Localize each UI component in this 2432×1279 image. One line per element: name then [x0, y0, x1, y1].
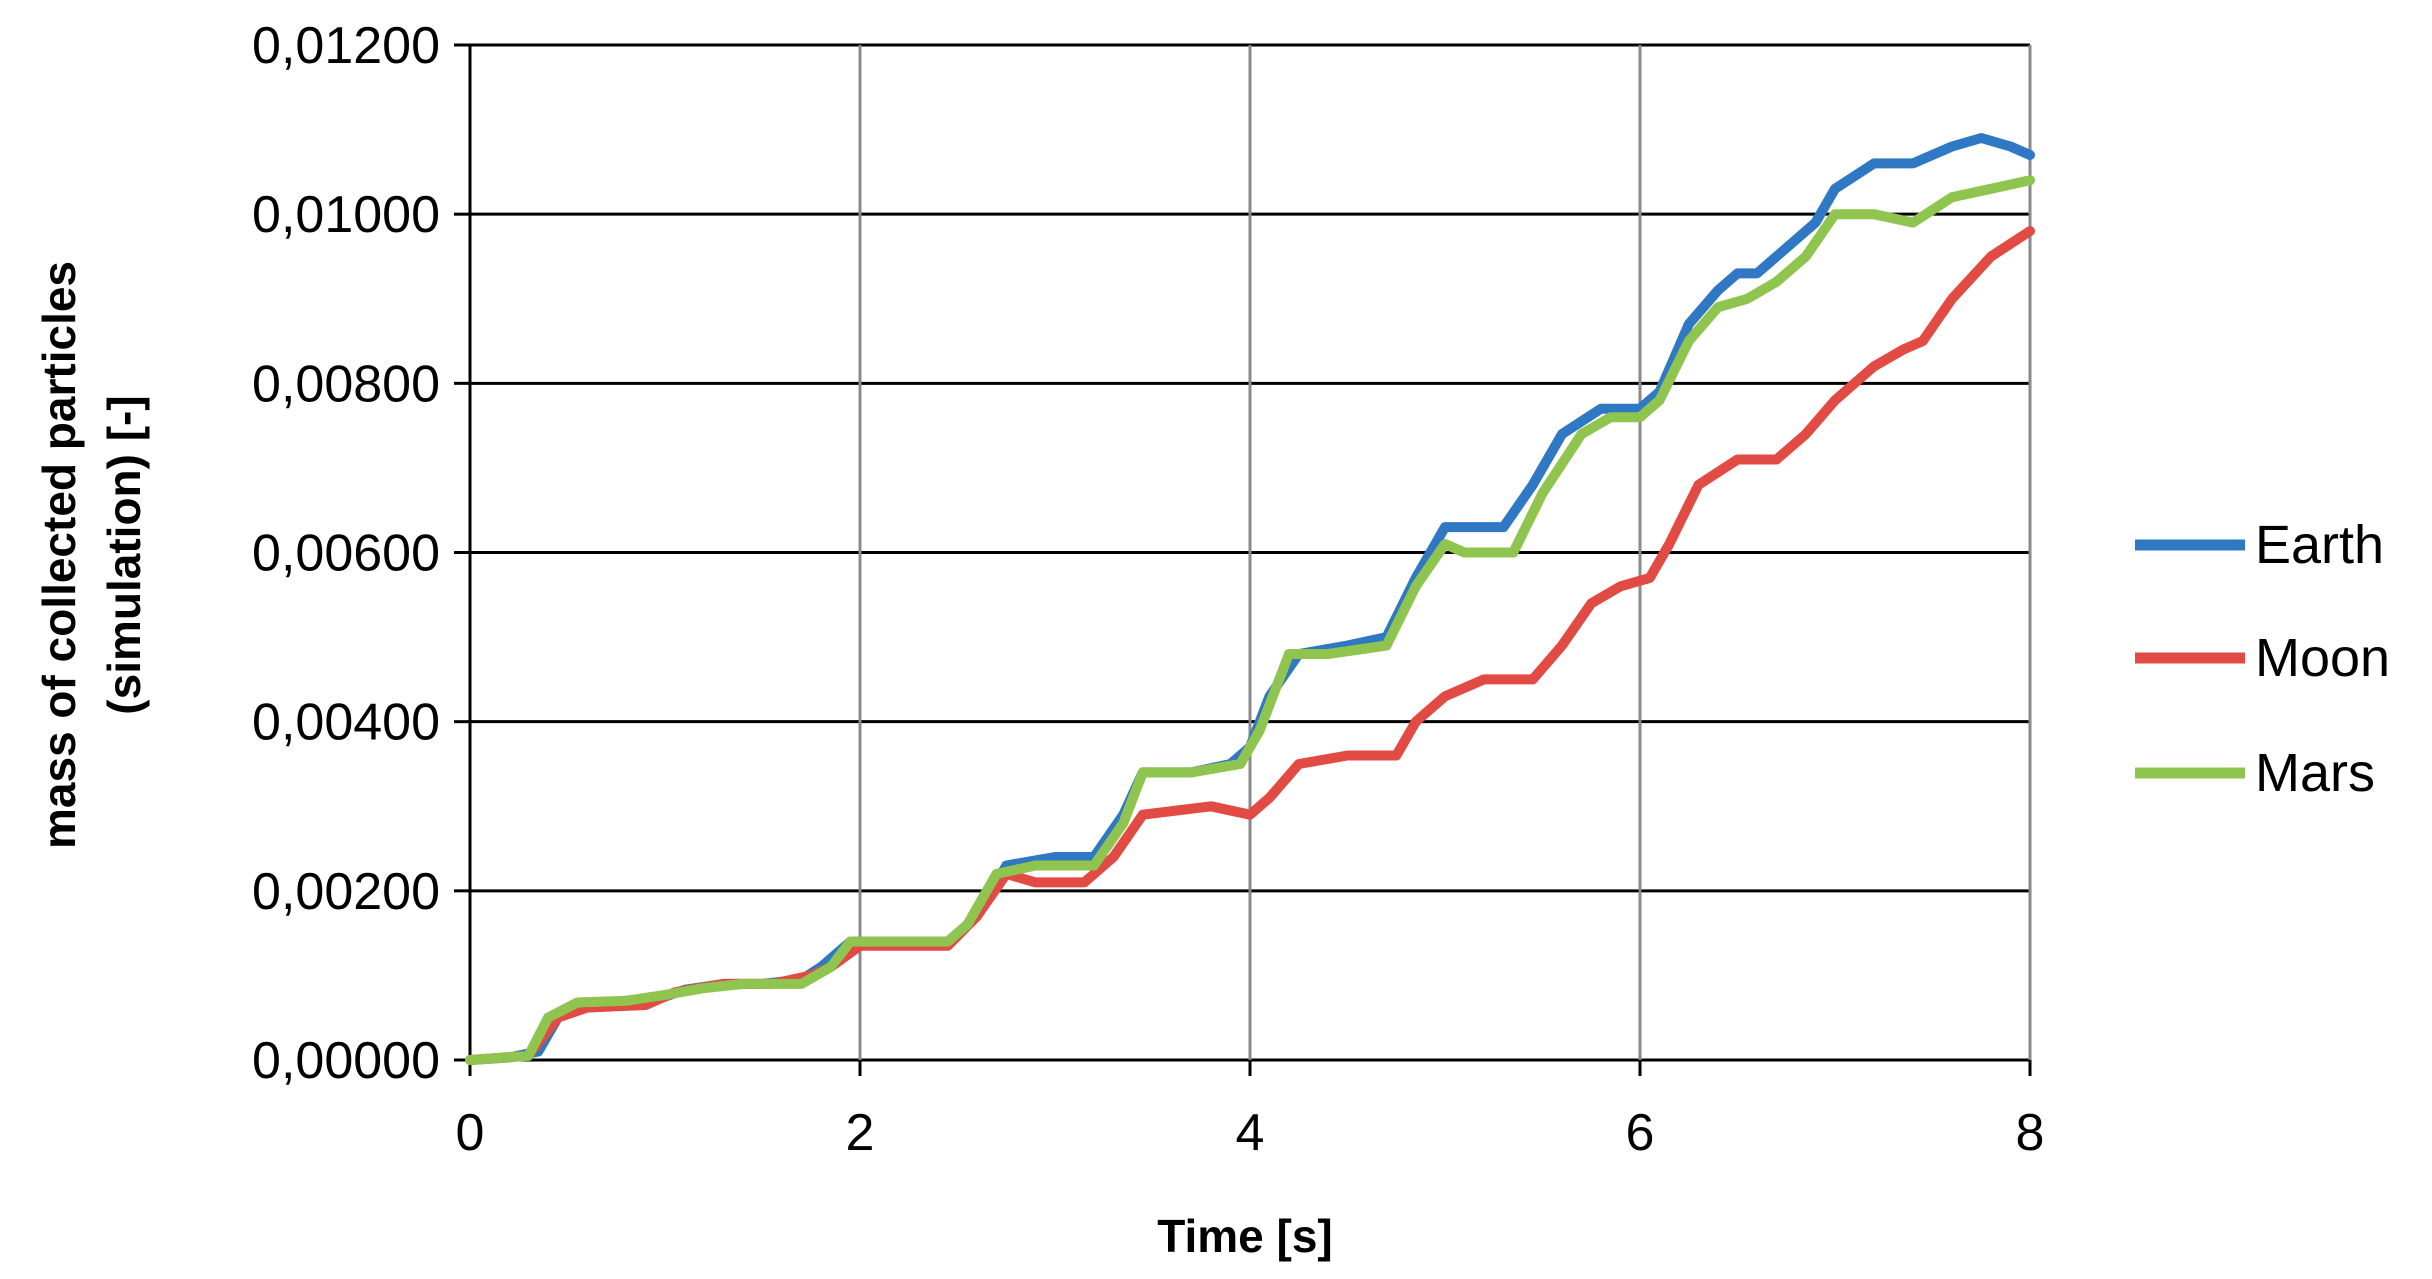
y-tick-label: 0,00000: [252, 1032, 440, 1090]
x-tick-label: 0: [456, 1104, 485, 1162]
legend-label-earth: Earth: [2255, 515, 2384, 575]
y-axis-title: mass of collected particles (simulation)…: [33, 261, 150, 849]
legend-item-moon: Moon: [2135, 628, 2390, 688]
y-axis-title-line-2: (simulation) [-]: [98, 395, 150, 714]
tick-labels: 0,00000 0,00200 0,00400 0,00600 0,00800 0,010…: [252, 17, 2044, 1162]
grid-lines: [454, 43, 2032, 1076]
legend: Earth Moon Mars: [2135, 515, 2390, 803]
y-tick-label: 0,00800: [252, 355, 440, 413]
x-axis-title: Time [s]: [1157, 1210, 1333, 1262]
y-tick-label: 0,01000: [252, 186, 440, 244]
legend-item-mars: Mars: [2135, 743, 2375, 803]
y-tick-label: 0,01200: [252, 17, 440, 75]
y-tick-label: 0,00600: [252, 525, 440, 583]
x-tick-label: 4: [1236, 1104, 1265, 1162]
y-axis-title-line-1: mass of collected particles: [33, 261, 85, 849]
series-layer: [465, 133, 2035, 1065]
legend-label-moon: Moon: [2255, 628, 2390, 688]
series-line-mars: [465, 175, 2035, 1065]
legend-label-mars: Mars: [2255, 743, 2375, 803]
x-tick-label: 2: [846, 1104, 875, 1162]
y-tick-label: 0,00400: [252, 694, 440, 752]
legend-item-earth: Earth: [2135, 515, 2384, 575]
y-tick-label: 0,00200: [252, 863, 440, 921]
x-tick-label: 8: [2016, 1104, 2045, 1162]
x-tick-label: 6: [1626, 1104, 1655, 1162]
